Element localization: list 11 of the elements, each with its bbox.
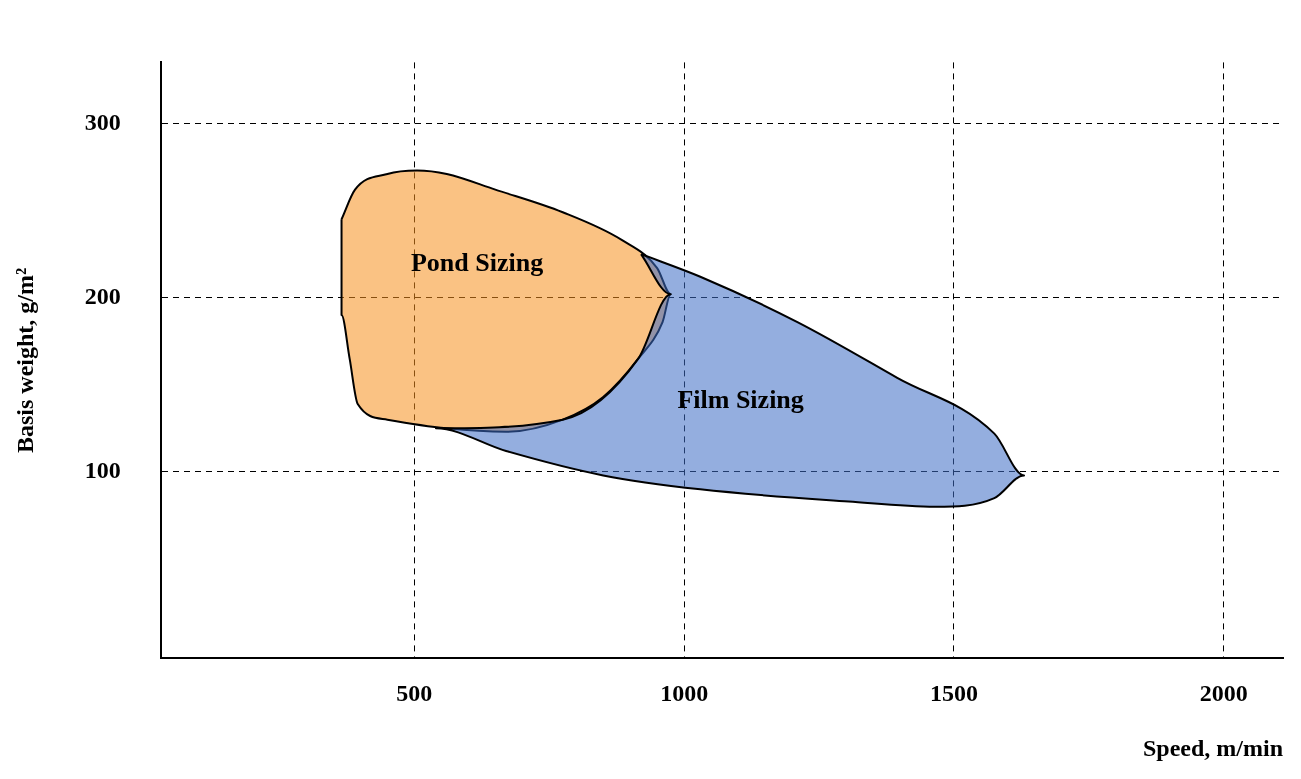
y-axis-title: Basis weight, g/m² <box>11 267 38 453</box>
series-label: Pond Sizing <box>410 247 544 277</box>
series-label: Film Sizing <box>677 384 804 414</box>
y-tick-label: 300 <box>84 108 121 135</box>
x-tick-label: 1500 <box>929 680 978 706</box>
x-tick-label: 2000 <box>1199 680 1248 706</box>
y-tick-label: 200 <box>84 282 121 309</box>
x-axis-title: Speed, m/min <box>1142 734 1283 761</box>
x-tick-label: 500 <box>396 680 433 706</box>
x-tick-label: 1000 <box>660 680 709 706</box>
y-tick-label: 100 <box>84 457 121 484</box>
